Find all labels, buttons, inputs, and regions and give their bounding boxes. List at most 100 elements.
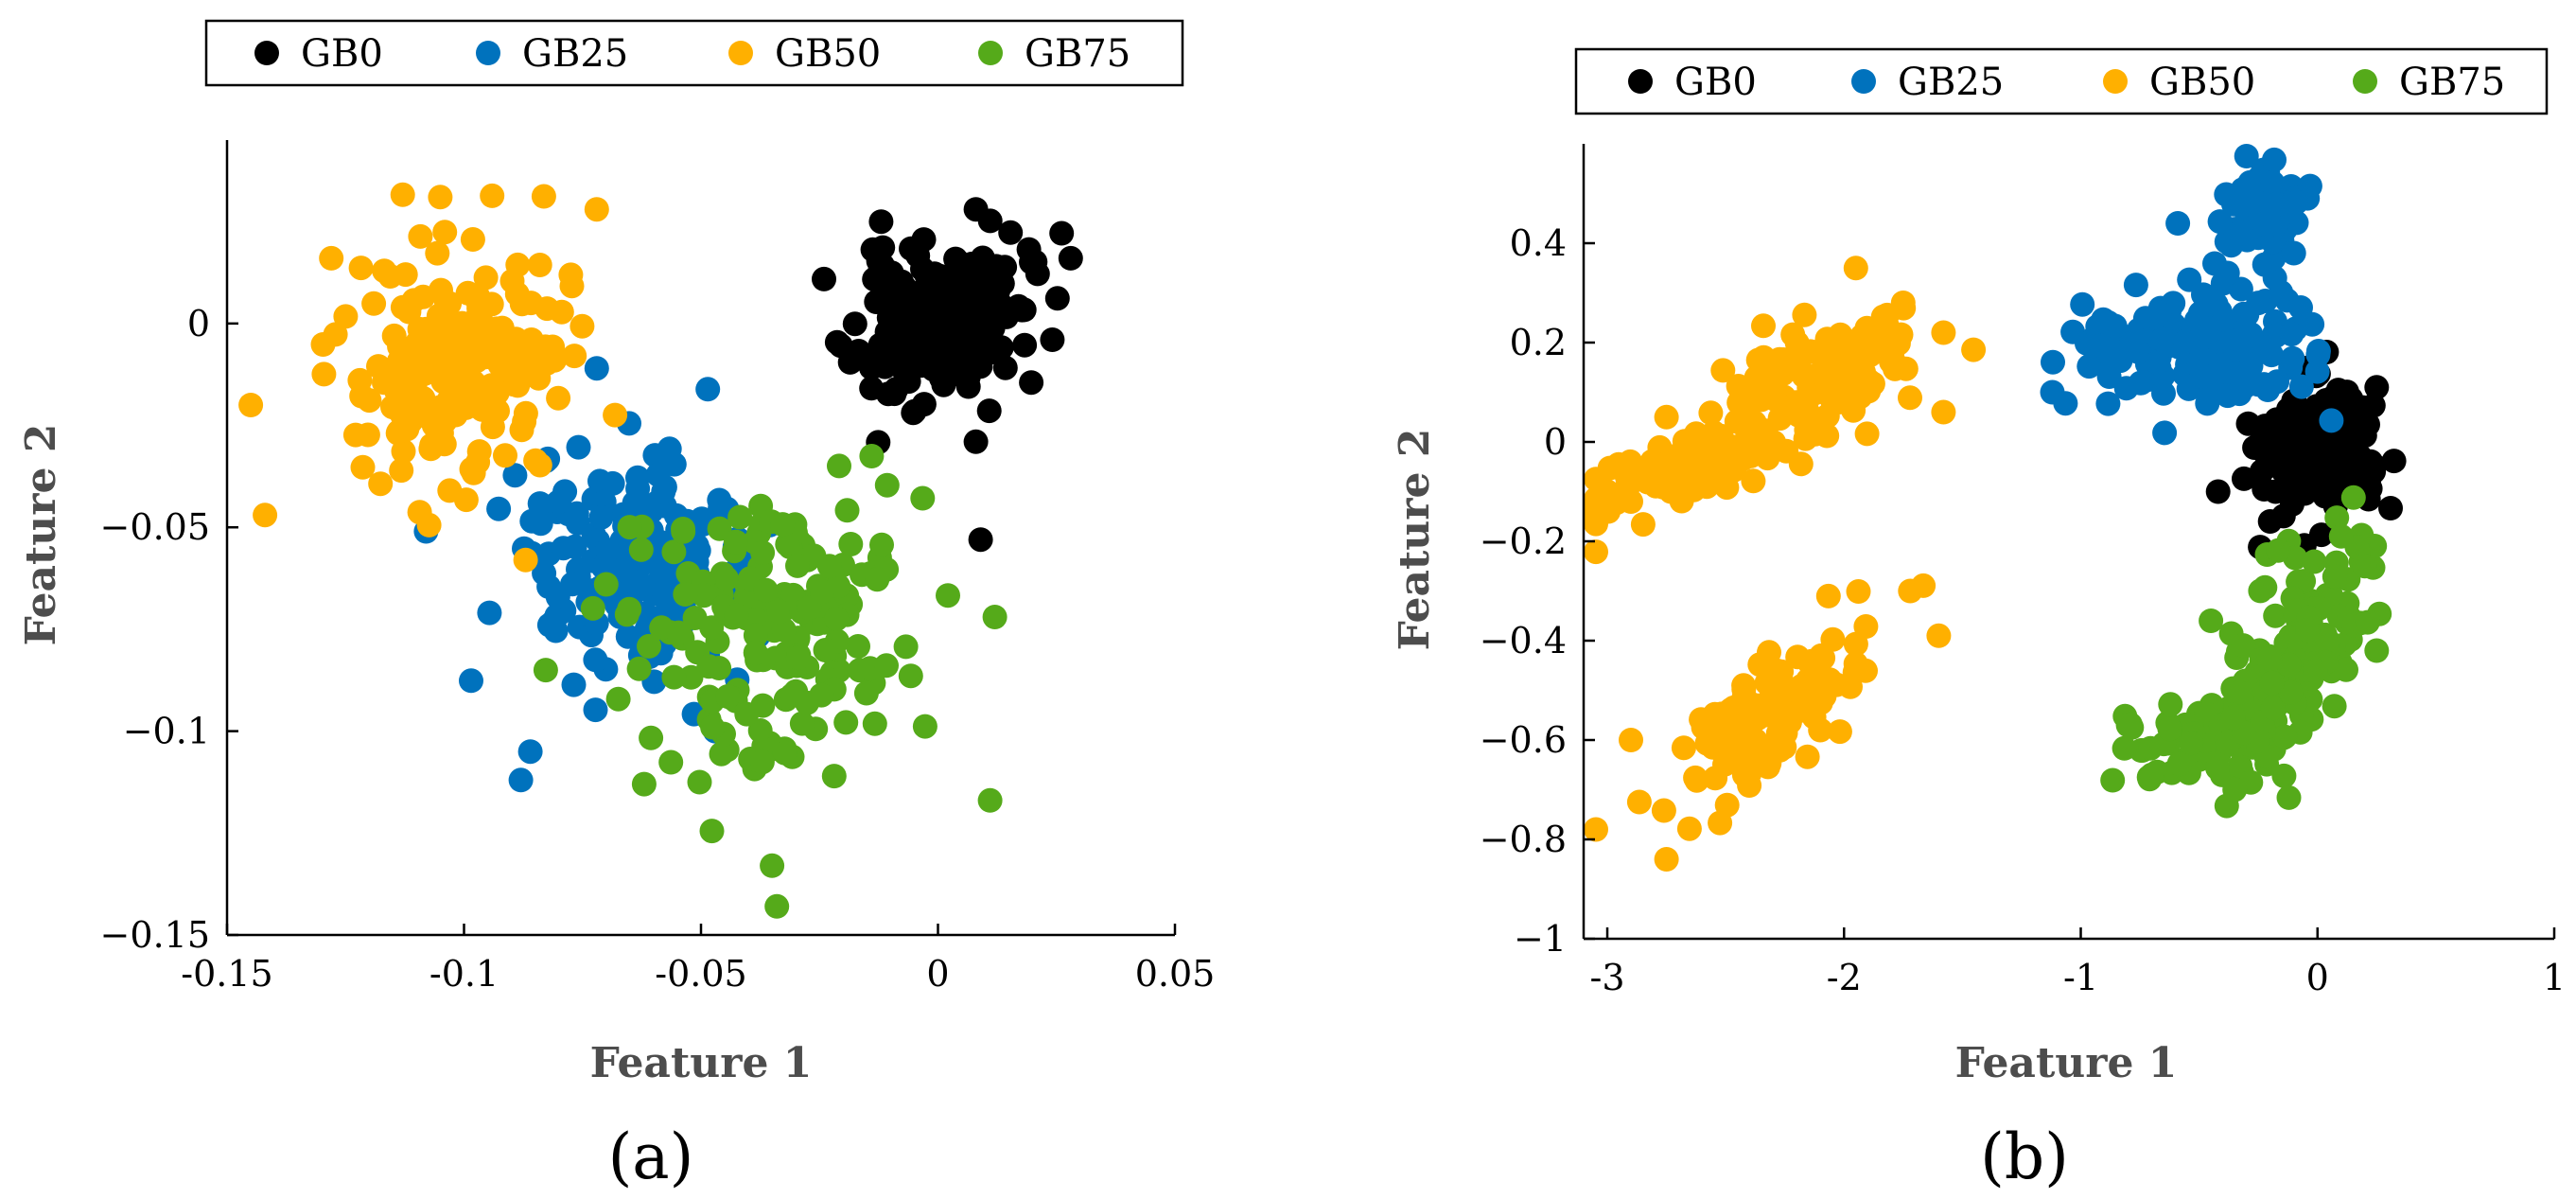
y-tick-label-b: −0.2 (1480, 520, 1567, 562)
point-gb75-a (673, 582, 698, 607)
point-gb75-a (605, 686, 631, 712)
point-gb75-b (2260, 696, 2286, 721)
point-gb25-b (2246, 291, 2271, 316)
point-gb50-a (603, 402, 628, 428)
point-gb50-b (1961, 337, 1987, 362)
point-gb0-b (2381, 449, 2407, 474)
point-gb50-b (1651, 798, 1676, 823)
point-gb25-a (561, 672, 587, 697)
point-gb75-a (821, 764, 847, 789)
point-gb50-a (408, 223, 433, 249)
point-gb75-a (734, 701, 760, 727)
point-gb50-b (1683, 765, 1709, 790)
point-gb50-a (238, 393, 264, 417)
point-gb50-b (1854, 315, 1880, 341)
point-gb50-b (1681, 477, 1707, 503)
point-gb25-b (2227, 327, 2252, 353)
point-gb75-a (785, 645, 811, 671)
point-gb25-b (2152, 420, 2178, 446)
y-tick-label-b: 0.2 (1510, 322, 1567, 363)
point-gb50-b (1814, 423, 1840, 449)
point-gb50-a (459, 456, 484, 482)
y-tick-label-a: −0.1 (123, 711, 210, 752)
point-gb50-b (1786, 335, 1812, 361)
point-gb75-a (810, 579, 835, 605)
point-gb50-b (1710, 358, 1736, 383)
point-gb0-b (2304, 429, 2330, 454)
point-gb75-a (760, 853, 785, 878)
point-gb25-a (546, 489, 571, 514)
point-gb25-b (2118, 331, 2144, 357)
point-gb50-a (431, 394, 457, 419)
legend-a-marker-gb25 (476, 41, 500, 65)
point-gb25-a (508, 767, 534, 793)
x-tick-label-a: 0.05 (1135, 953, 1216, 995)
legend-b-label-gb50: GB50 (2149, 61, 2255, 104)
point-gb25-b (2137, 306, 2163, 331)
point-gb75-a (775, 532, 800, 557)
point-gb75-b (2259, 670, 2285, 696)
point-gb50-a (513, 547, 538, 573)
point-gb75-a (827, 453, 851, 479)
point-gb50-a (531, 184, 556, 209)
point-gb75-a (699, 819, 725, 844)
point-gb0-a (859, 355, 884, 380)
point-gb75-a (750, 540, 776, 565)
point-gb50-a (439, 368, 464, 393)
y-axis-title-b: Feature 2 (1391, 429, 1439, 651)
legend-b-box (1574, 47, 2549, 115)
point-gb75-a (859, 444, 885, 468)
point-gb25-a (625, 465, 650, 490)
point-gb75-a (816, 554, 842, 579)
point-gb25-b (2280, 345, 2305, 371)
point-gb25-b (2245, 372, 2270, 397)
x-ticks-b: -3 -2 -1 0 1 (1590, 927, 2566, 998)
point-gb75-a (898, 663, 923, 689)
point-gb25-a (588, 504, 614, 530)
point-gb0-a (990, 271, 1015, 296)
x-tick-label-a: -0.15 (181, 953, 272, 995)
point-gb25-b (2281, 240, 2306, 266)
point-gb50-b (1853, 658, 1878, 683)
point-gb75-b (2222, 777, 2248, 802)
point-gb50-a (350, 454, 376, 480)
point-gb75-b (2231, 633, 2256, 659)
point-gb75-b (2205, 755, 2231, 781)
legend-a-label-gb25: GB25 (522, 32, 628, 76)
legend-a-label-gb0: GB0 (301, 32, 383, 76)
point-gb50-a (434, 309, 460, 334)
panel-a: GB0 GB25 GB50 GB75 −0.15 −0.1 −0.05 0 -0.15… (17, 19, 1216, 1193)
point-gb50-b (1809, 359, 1834, 384)
point-gb25-b (2151, 380, 2176, 406)
point-gb0-a (867, 332, 893, 358)
point-gb75-a (874, 472, 900, 498)
point-gb75-b (2278, 679, 2304, 705)
point-gb50-b (1741, 468, 1766, 494)
x-axis-title-a: Feature 1 (590, 1039, 813, 1087)
point-gb50-a (526, 365, 552, 391)
point-gb50-b (1711, 464, 1737, 489)
y-tick-label-b: 0 (1544, 421, 1567, 463)
point-gb50-b (1698, 400, 1724, 426)
point-gb50-a (570, 313, 595, 339)
point-gb75-a (846, 634, 870, 659)
point-gb25-b (2319, 408, 2344, 433)
point-gb50-a (393, 262, 418, 288)
point-gb75-b (2157, 716, 2182, 742)
point-gb25-b (2252, 252, 2277, 277)
point-gb50-a (401, 288, 427, 313)
point-gb50-a (527, 253, 552, 277)
point-gb50-b (1626, 789, 1652, 815)
point-gb25-b (2203, 291, 2229, 317)
point-gb25-b (2228, 276, 2253, 302)
point-gb75-a (533, 658, 558, 683)
point-gb50-a (355, 422, 380, 448)
point-gb0-a (914, 262, 939, 288)
point-gb50-a (540, 334, 566, 360)
point-gb50-a (361, 291, 387, 316)
point-gb50-a (390, 182, 415, 207)
point-gb75-a (853, 680, 879, 706)
legend-a-marker-gb50 (728, 41, 753, 65)
point-gb0-b (2308, 522, 2334, 548)
legend-a-label-gb50: GB50 (775, 32, 881, 76)
